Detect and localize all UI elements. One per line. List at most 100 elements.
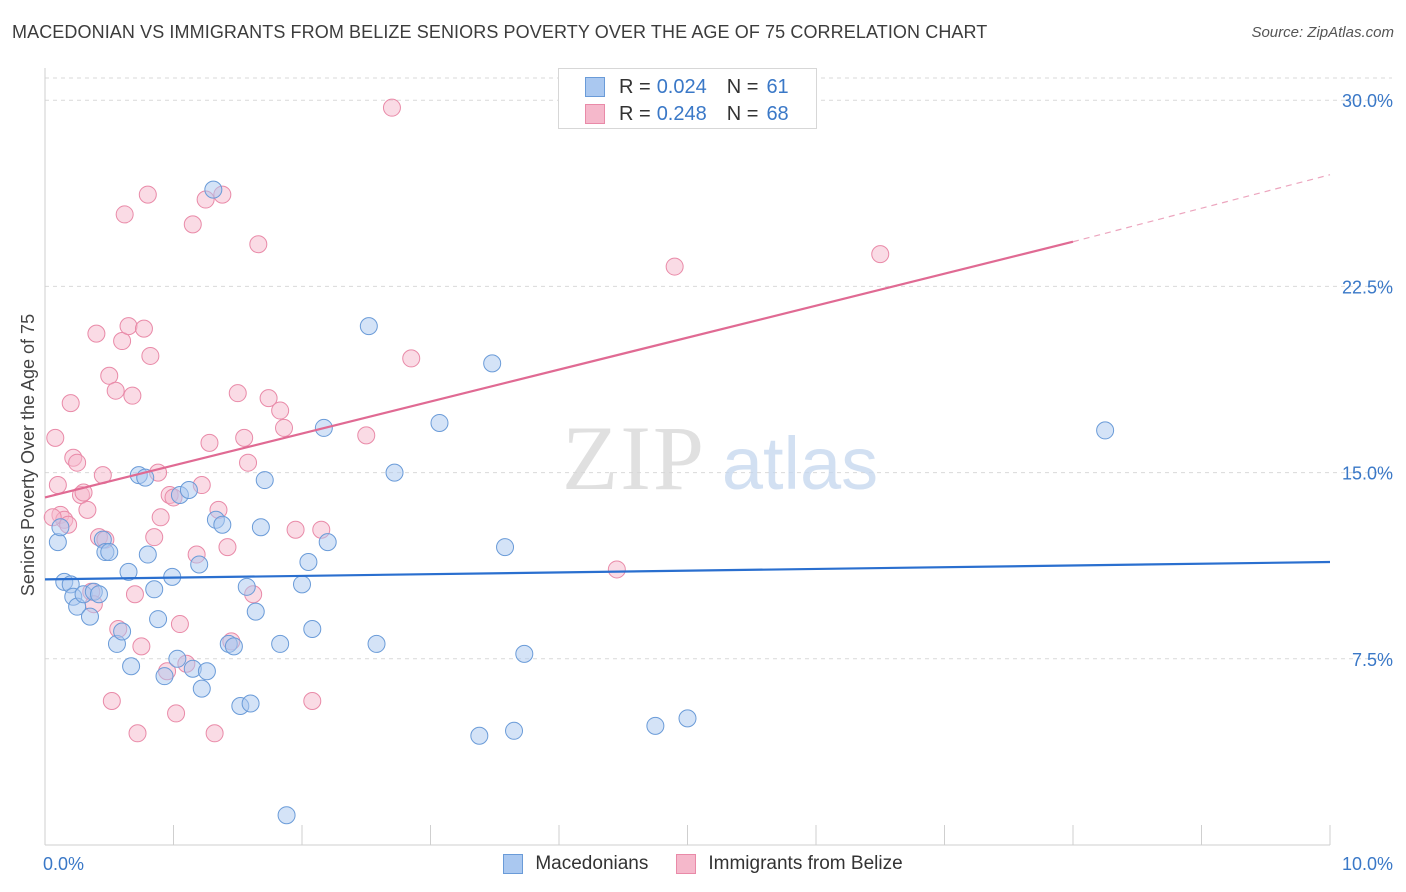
data-point-belize [286,520,305,539]
x-tick-label: 0.0% [43,854,84,874]
data-point-macedonians [149,610,168,629]
data-point-macedonians [277,806,296,825]
data-point-belize [271,401,290,420]
legend-swatch-pink [676,854,697,874]
data-point-belize [125,585,144,604]
data-point-macedonians [48,533,67,552]
data-point-macedonians [204,180,223,199]
correlation-legend: R = 0.024 N = 61 R = 0.248 N = 68 [558,68,817,129]
n-label: N = [726,75,759,98]
watermark-zip: ZIP [562,407,706,509]
data-point-macedonians [246,602,265,621]
data-point-macedonians [224,637,243,656]
data-point-belize [239,453,258,472]
legend-item-belize[interactable]: Immigrants from Belize [676,853,903,875]
trend-line-belize-extension [1072,174,1331,243]
r-value: 0.248 [656,102,707,125]
data-point-belize [402,349,421,368]
y-tick-label: 15.0% [1342,464,1393,484]
data-point-belize [78,500,97,519]
axes [44,68,1331,846]
data-point-belize [119,317,138,336]
legend-swatch-blue [503,854,524,874]
legend-label: Macedonians [535,853,649,874]
data-point-macedonians [138,545,157,564]
data-point-belize [102,692,121,711]
data-point-macedonians [237,577,256,596]
trend-line-macedonians [44,560,1331,581]
legend-row-belize: R = 0.248 N = 68 [585,101,789,127]
y-tick-label: 7.5% [1352,650,1393,670]
watermark-atlas: atlas [722,422,878,505]
data-point-macedonians [385,463,404,482]
data-point-belize [46,428,65,447]
r-label: R = [619,102,651,125]
series-immigrants-from-belize [43,98,890,743]
data-point-macedonians [299,552,318,571]
data-point-belize [183,215,202,234]
n-label: N = [726,102,759,125]
data-point-belize [151,508,170,527]
data-point-macedonians [179,480,198,499]
legend-label: Immigrants from Belize [708,853,903,874]
data-point-macedonians [303,620,322,639]
data-point-macedonians [213,515,232,534]
data-point-belize [275,418,294,437]
data-point-macedonians [646,716,665,735]
data-point-macedonians [197,662,216,681]
legend-swatch-pink [585,104,605,124]
data-point-macedonians [192,679,211,698]
data-point-macedonians [113,622,132,641]
data-point-macedonians [190,555,209,574]
y-tick-label: 22.5% [1342,277,1393,297]
trend-lines [44,174,1331,581]
data-point-macedonians [515,644,534,663]
legend-item-macedonians[interactable]: Macedonians [503,853,648,875]
legend-swatch-blue [585,77,605,97]
data-point-belize [115,205,134,224]
data-point-belize [48,476,67,495]
data-point-macedonians [255,471,274,490]
data-point-belize [235,428,254,447]
n-value: 61 [766,75,789,98]
data-point-belize [218,538,237,557]
data-point-macedonians [241,694,260,713]
data-point-macedonians [80,607,99,626]
y-axis-label: Seniors Poverty Over the Age of 75 [18,314,38,596]
data-point-macedonians [145,580,164,599]
data-point-belize [228,384,247,403]
data-point-macedonians [318,533,337,552]
data-point-macedonians [100,543,119,562]
data-point-belize [134,319,153,338]
data-point-belize [100,366,119,385]
data-point-macedonians [155,667,174,686]
data-point-belize [87,324,106,343]
data-point-belize [138,185,157,204]
data-point-belize [382,98,401,117]
data-point-belize [68,453,87,472]
data-point-belize [303,692,322,711]
data-point-belize [113,332,132,351]
y-tick-label: 30.0% [1342,91,1393,111]
data-point-belize [665,257,684,276]
data-point-belize [141,346,160,365]
series-macedonians [48,180,1115,825]
data-point-macedonians [470,726,489,745]
data-point-belize [357,426,376,445]
series-legend: Macedonians Immigrants from Belize [0,851,1406,877]
gridlines [45,77,1392,660]
data-point-macedonians [430,413,449,432]
data-point-macedonians [1096,421,1115,440]
data-point-macedonians [293,575,311,594]
source-label: Source: ZipAtlas.com [1251,24,1394,41]
data-point-belize [607,560,626,579]
data-point-belize [123,386,142,405]
data-point-belize [259,389,278,408]
r-value: 0.024 [656,75,707,98]
data-point-belize [871,245,890,264]
tick-labels: 7.5% 15.0% 22.5% 30.0% 0.0% 10.0% [43,91,1393,874]
data-point-macedonians [119,562,138,581]
data-point-macedonians [505,721,524,740]
data-point-macedonians [122,657,141,676]
